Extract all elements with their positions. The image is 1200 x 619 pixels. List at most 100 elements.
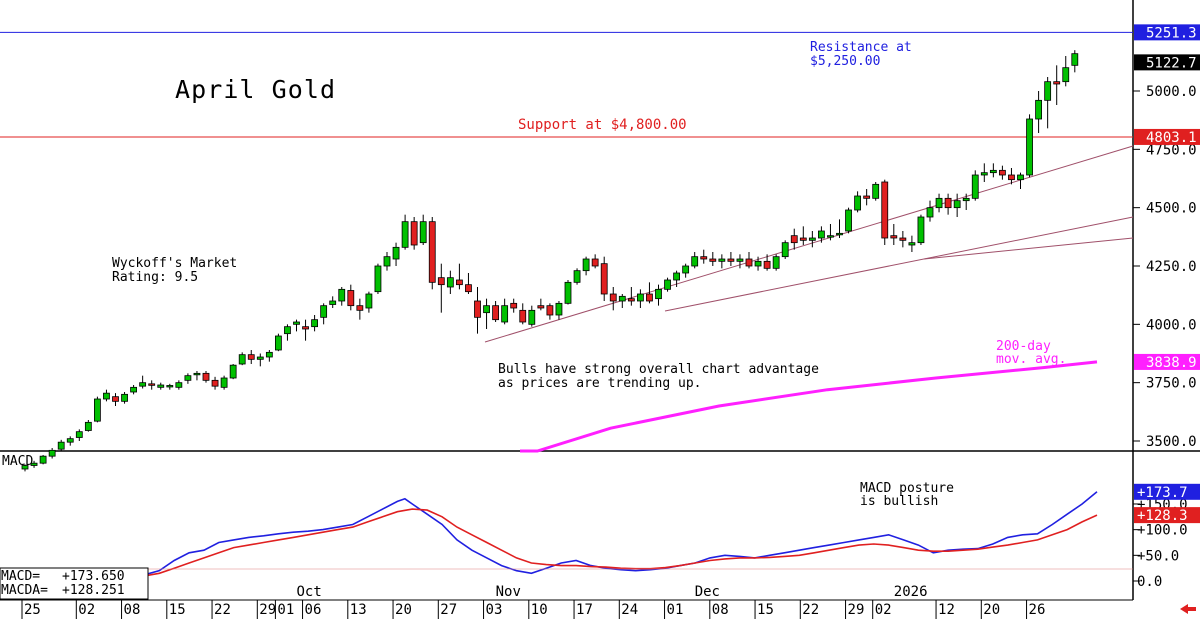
support-note: Support at $4,800.00 [518, 117, 687, 133]
candle-up [94, 398, 101, 422]
x-tick-label: 10 [531, 602, 548, 618]
candle [917, 214, 925, 245]
candle-down [881, 181, 889, 239]
candle [1008, 168, 1015, 185]
candle [21, 464, 29, 472]
x-tick-label: 12 [938, 602, 955, 618]
candle [229, 364, 237, 380]
candle [193, 371, 201, 381]
candle [338, 287, 346, 306]
candle [646, 282, 653, 304]
candle [483, 298, 490, 329]
resistance-note: Resistance at $5,250.00 [810, 40, 920, 69]
x-tick-label: 08 [712, 602, 729, 618]
candle-up [48, 449, 56, 457]
candle [410, 217, 418, 250]
candle [618, 294, 626, 308]
candle [94, 396, 101, 423]
candle [546, 303, 554, 320]
candle [39, 455, 47, 465]
candle-up [836, 232, 843, 236]
candle [718, 254, 726, 269]
macd-title: MACD [2, 454, 33, 469]
candle-up [772, 256, 780, 269]
candle [320, 303, 328, 325]
candle-up [890, 235, 898, 239]
candle-up [139, 382, 147, 387]
candle-up [1035, 99, 1042, 120]
candle [265, 350, 273, 362]
candle-down [428, 221, 436, 283]
macd-value-box [1134, 507, 1200, 524]
candle-down [646, 293, 653, 302]
x-tick-label: 20 [983, 602, 1000, 618]
candle-down [799, 237, 807, 241]
candle [392, 242, 400, 266]
candle [455, 263, 463, 290]
candle-down [600, 263, 608, 295]
candle [256, 353, 264, 367]
candle [573, 268, 581, 285]
candle-up [736, 258, 744, 262]
left-arrow-icon[interactable] [1180, 604, 1196, 614]
x-tick-label: 17 [576, 602, 593, 618]
candle-up [130, 386, 138, 393]
candle-up [238, 354, 246, 365]
candle [510, 298, 518, 313]
price-tick-label: 4250.0 [1146, 259, 1197, 275]
candle [818, 226, 825, 243]
candle [854, 191, 861, 213]
candle-up [691, 256, 699, 267]
candle [763, 254, 771, 271]
candle [754, 256, 762, 271]
candle-down [347, 290, 355, 307]
candle-up [582, 258, 590, 272]
price-tick-label: 5000.0 [1146, 84, 1197, 100]
candle-up [637, 293, 644, 302]
macd-readout-value-2: +128.251 [62, 583, 125, 598]
candle-up [537, 305, 545, 309]
candle-down [609, 293, 617, 302]
candle [428, 217, 436, 290]
candle [781, 240, 789, 259]
x-tick-label: 15 [169, 602, 186, 618]
candle-up [184, 375, 192, 381]
candle [836, 219, 843, 238]
candle-up [57, 441, 65, 450]
candle [827, 224, 834, 241]
candle [980, 163, 988, 182]
candle-down [727, 258, 735, 262]
candle-down [455, 279, 463, 286]
candle [953, 193, 961, 217]
candle-down [465, 284, 472, 293]
macd-series-macd [70, 491, 1098, 576]
candle-up [419, 221, 427, 244]
candle-up [808, 237, 816, 241]
candle [989, 163, 997, 178]
candle [84, 420, 92, 432]
candle [202, 371, 210, 383]
candle-up [365, 293, 373, 309]
candle-down [709, 258, 717, 262]
candle [537, 298, 545, 311]
candle-up [1044, 81, 1052, 101]
candle [736, 254, 744, 269]
candle-up [827, 235, 834, 238]
candle [1035, 91, 1042, 133]
candle [347, 284, 355, 311]
candle [148, 380, 156, 390]
annotation-text: Bulls have strong overall chart advantag… [498, 362, 827, 391]
candle-up [555, 302, 563, 316]
candle [220, 375, 228, 390]
candle [492, 301, 500, 322]
candle-up [962, 197, 970, 202]
candle-up [854, 195, 861, 211]
macd-readout-value-1: +173.650 [62, 569, 125, 584]
candle-down [437, 277, 445, 286]
candle [365, 291, 373, 313]
chart-frame [0, 0, 1200, 601]
candle-up [564, 281, 572, 304]
candle [881, 179, 889, 245]
candle-down [863, 195, 871, 199]
macd-readout: MACD= +173.650 MACDA= +128.251 [0, 567, 149, 600]
